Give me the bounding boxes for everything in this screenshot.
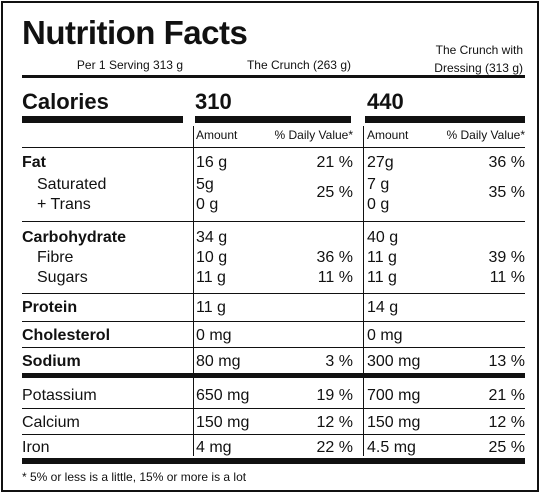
- fat-col1-dv: 21 %: [316, 154, 353, 171]
- separator: [22, 147, 525, 148]
- protein-label: Protein: [22, 299, 78, 316]
- separator: [22, 347, 525, 348]
- calories-bar-left: [22, 116, 183, 123]
- column-2-title-line1: The Crunch with: [435, 43, 523, 57]
- sat-trans-col1-dv: 25 %: [316, 184, 353, 201]
- sugars-col1-dv: 11 %: [317, 269, 353, 286]
- carbohydrate-label: Carbohydrate: [22, 229, 127, 246]
- column-2-title-line2: Dressing (313 g): [434, 61, 523, 75]
- potassium-col2-dv: 21 %: [488, 387, 525, 404]
- fibre-col2-amount: 11 g: [367, 249, 397, 266]
- calcium-col1-dv: 12 %: [316, 414, 353, 431]
- column-1-divider: [193, 126, 194, 456]
- iron-col2-amount: 4.5 mg: [367, 439, 416, 456]
- bottom-thick-rule: [22, 458, 525, 464]
- separator: [22, 321, 525, 322]
- carbohydrate-col1-amount: 34 g: [196, 229, 228, 246]
- sodium-thick-rule: [22, 373, 525, 378]
- fat-col2-dv: 36 %: [488, 154, 525, 171]
- iron-label: Iron: [22, 439, 50, 456]
- potassium-col1-amount: 650 mg: [196, 387, 250, 404]
- trans-label: + Trans: [37, 196, 91, 213]
- page-title: Nutrition Facts: [22, 14, 248, 51]
- footnote: * 5% or less is a little, 15% or more is…: [22, 470, 247, 484]
- header-rule: [22, 75, 525, 78]
- separator: [22, 408, 525, 409]
- sugars-col1-amount: 11 g: [196, 269, 226, 286]
- sodium-col2-amount: 300 mg: [367, 353, 421, 370]
- column-1-title: The Crunch (263 g): [246, 58, 351, 72]
- calories-col2: 440: [367, 89, 404, 114]
- fat-label: Fat: [22, 154, 46, 171]
- trans-col2-amount: 0 g: [367, 196, 390, 213]
- col1-amount-header: Amount: [196, 128, 238, 142]
- calories-bar-col2: [365, 116, 525, 123]
- fat-col2-amount: 27g: [367, 154, 394, 171]
- sugars-label: Sugars: [37, 269, 88, 286]
- col2-amount-header: Amount: [367, 128, 409, 142]
- protein-col2-amount: 14 g: [367, 299, 399, 316]
- sodium-label: Sodium: [22, 353, 81, 370]
- iron-col1-amount: 4 mg: [196, 439, 232, 456]
- col1-dv-header: % Daily Value*: [274, 128, 353, 142]
- cholesterol-label: Cholesterol: [22, 327, 111, 344]
- carbohydrate-col2-amount: 40 g: [367, 229, 399, 246]
- separator: [22, 434, 525, 435]
- calcium-col2-dv: 12 %: [488, 414, 525, 431]
- cholesterol-col1-amount: 0 mg: [196, 327, 232, 344]
- sodium-col1-dv: 3 %: [325, 353, 353, 370]
- trans-col1-amount: 0 g: [196, 196, 219, 213]
- sugars-col2-dv: 11 %: [489, 269, 525, 286]
- potassium-label: Potassium: [22, 387, 97, 404]
- fibre-col2-dv: 39 %: [488, 249, 525, 266]
- iron-col2-dv: 25 %: [488, 439, 525, 456]
- saturated-col2-amount: 7 g: [367, 176, 390, 193]
- sugars-col2-amount: 11 g: [367, 269, 397, 286]
- separator: [22, 221, 525, 222]
- fibre-col1-amount: 10 g: [196, 249, 228, 266]
- calcium-col1-amount: 150 mg: [196, 414, 250, 431]
- sodium-col1-amount: 80 mg: [196, 353, 241, 370]
- iron-col1-dv: 22 %: [316, 439, 353, 456]
- calories-col1: 310: [195, 89, 232, 114]
- saturated-col1-amount: 5g: [196, 176, 214, 193]
- column-2-divider: [363, 126, 364, 456]
- calories-bar-col1: [195, 116, 351, 123]
- potassium-col2-amount: 700 mg: [367, 387, 421, 404]
- separator: [22, 293, 525, 294]
- calcium-label: Calcium: [22, 414, 80, 431]
- fat-col1-amount: 16 g: [196, 154, 228, 171]
- fibre-label: Fibre: [37, 249, 74, 266]
- per-serving-label: Per 1 Serving 313 g: [76, 58, 183, 72]
- potassium-col1-dv: 19 %: [316, 387, 353, 404]
- calcium-col2-amount: 150 mg: [367, 414, 421, 431]
- fibre-col1-dv: 36 %: [316, 249, 353, 266]
- sodium-col2-dv: 13 %: [488, 353, 525, 370]
- sat-trans-col2-dv: 35 %: [488, 184, 525, 201]
- cholesterol-col2-amount: 0 mg: [367, 327, 403, 344]
- calories-label: Calories: [22, 89, 109, 114]
- saturated-label: Saturated: [37, 176, 107, 193]
- protein-col1-amount: 11 g: [196, 299, 226, 316]
- col2-dv-header: % Daily Value*: [446, 128, 525, 142]
- column-2-title: The Crunch with Dressing (313 g): [365, 41, 523, 77]
